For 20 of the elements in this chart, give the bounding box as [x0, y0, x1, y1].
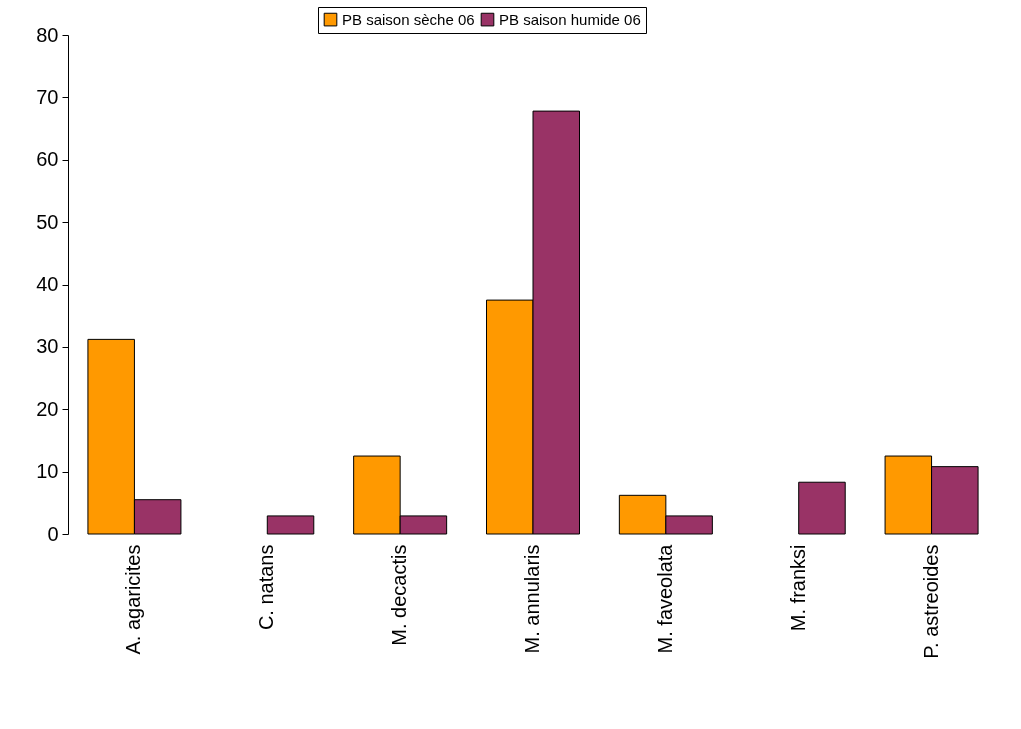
y-tick-label: 30 — [36, 335, 59, 358]
y-tick-label: 60 — [36, 148, 59, 171]
y-tick-label: 50 — [36, 210, 59, 233]
y-tick-label: 20 — [36, 397, 59, 420]
x-tick-label: A. agaricites — [122, 544, 145, 655]
x-tick-label: M. decactis — [388, 544, 411, 646]
x-tick-label: P. astreoides — [919, 544, 942, 659]
y-tick-label: 80 — [36, 23, 59, 46]
y-tick-label: 0 — [47, 522, 59, 545]
y-tick-label: 10 — [36, 460, 59, 483]
x-tick-label: M. franksi — [786, 544, 809, 632]
x-tick-label: M. annularis — [521, 544, 543, 654]
bar — [798, 481, 846, 535]
y-tick-label: 70 — [36, 85, 59, 108]
y-tick-label: 40 — [36, 273, 59, 295]
legend-label: PB saison sèche 06 — [342, 10, 475, 28]
x-tick-label: M. faveolata — [653, 543, 676, 654]
x-tick-label: C. natans — [255, 544, 278, 631]
legend-label: PB saison humide 06 — [499, 10, 641, 28]
bar — [266, 515, 315, 535]
